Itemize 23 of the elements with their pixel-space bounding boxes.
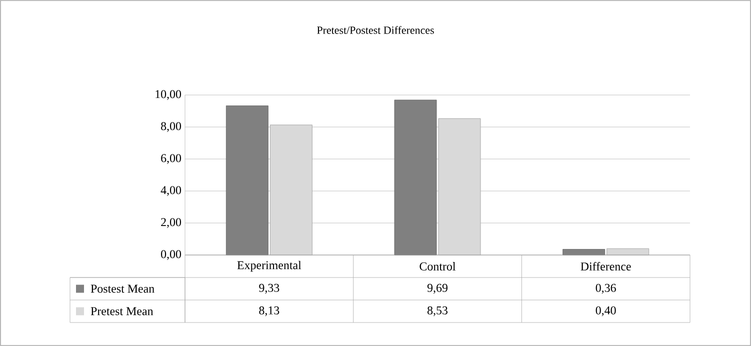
y-tick-label: 6,00 [161, 154, 182, 164]
bar [438, 118, 481, 256]
data-label: 8,13 [259, 306, 280, 316]
bar [226, 106, 268, 256]
legend-label: Postest Mean [90, 284, 154, 293]
legend-label: Pretest Mean [90, 307, 154, 316]
data-label: 8,53 [428, 306, 448, 316]
data-label: 9,69 [427, 284, 448, 294]
chart-title: Pretest/Postest Differences [317, 26, 434, 34]
bar [394, 100, 437, 256]
y-tick-label: 4,00 [160, 186, 182, 196]
y-tick-label: 0,00 [161, 250, 182, 260]
y-tick-label: 2,00 [161, 218, 182, 228]
x-tick-label: Difference [580, 262, 631, 271]
y-tick-label: 8,00 [161, 122, 182, 132]
bar [270, 124, 312, 256]
data-label: 0,36 [596, 284, 616, 294]
x-tick-label: Control [420, 262, 456, 270]
x-tick-label: Experimental [237, 260, 302, 272]
y-tick-label: 10,00 [156, 90, 182, 100]
data-label: 9,33 [259, 284, 280, 294]
data-label: 0,40 [596, 306, 616, 316]
bar [562, 249, 606, 256]
